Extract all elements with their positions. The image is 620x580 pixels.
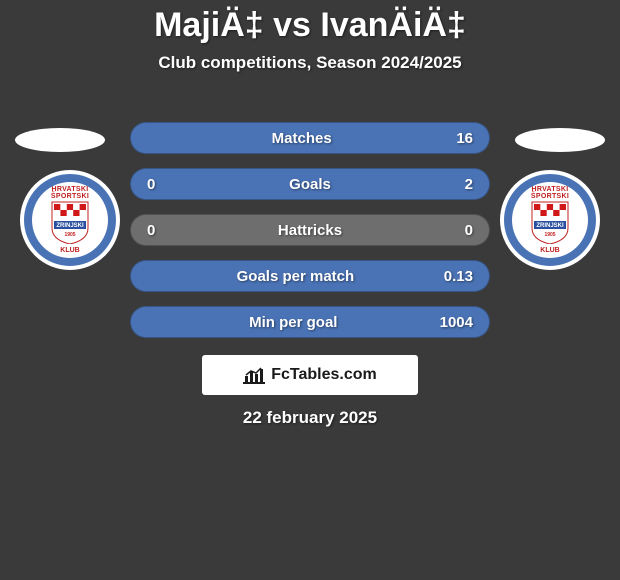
shield-icon: ZRINJSKI 1905 <box>50 200 90 244</box>
stat-row: 0 Hattricks 0 <box>130 214 490 246</box>
svg-text:ZRINJSKI: ZRINJSKI <box>56 223 84 229</box>
stat-label: Goals <box>155 176 464 193</box>
subtitle: Club competitions, Season 2024/2025 <box>0 53 620 73</box>
brand-box[interactable]: FcTables.com <box>202 355 418 395</box>
stat-right-value: 1004 <box>440 314 473 331</box>
badge-top-text: HRVATSKI ŠPORTSKI <box>512 186 588 200</box>
svg-text:1905: 1905 <box>544 232 555 238</box>
stats-panel: Matches 16 0 Goals 2 0 Hattricks 0 Goals… <box>130 122 490 352</box>
chart-icon <box>243 366 265 384</box>
badge-top-text: HRVATSKI ŠPORTSKI <box>32 186 108 200</box>
stat-row: Min per goal 1004 <box>130 306 490 338</box>
date-text: 22 february 2025 <box>0 408 620 428</box>
page-title: MajiÄ‡ vs IvanÄiÄ‡ <box>0 0 620 45</box>
badge-inner-right: HRVATSKI ŠPORTSKI ZRINJSKI 1905 KLUB <box>512 182 588 258</box>
stat-right-value: 16 <box>456 130 473 147</box>
oval-left <box>15 128 105 152</box>
brand-text: FcTables.com <box>271 366 377 384</box>
stat-right-value: 2 <box>465 176 473 193</box>
badge-bottom-text: KLUB <box>32 247 108 254</box>
stat-label: Goals per match <box>147 268 444 285</box>
stat-label: Hattricks <box>155 222 464 239</box>
badge-bottom-text: KLUB <box>512 247 588 254</box>
stat-row: Matches 16 <box>130 122 490 154</box>
stat-label: Min per goal <box>147 314 440 331</box>
svg-text:ZRINJSKI: ZRINJSKI <box>536 223 564 229</box>
stat-left-value: 0 <box>147 222 155 239</box>
stat-left-value: 0 <box>147 176 155 193</box>
oval-right <box>515 128 605 152</box>
shield-icon: ZRINJSKI 1905 <box>530 200 570 244</box>
stat-right-value: 0.13 <box>444 268 473 285</box>
badge-inner-left: HRVATSKI ŠPORTSKI ZRINJSKI 1905 KLUB <box>32 182 108 258</box>
stat-right-value: 0 <box>465 222 473 239</box>
svg-text:1905: 1905 <box>64 232 75 238</box>
stat-row: Goals per match 0.13 <box>130 260 490 292</box>
club-badge-left: HRVATSKI ŠPORTSKI ZRINJSKI 1905 KLUB <box>20 170 120 270</box>
stat-row: 0 Goals 2 <box>130 168 490 200</box>
stat-label: Matches <box>147 130 456 147</box>
club-badge-right: HRVATSKI ŠPORTSKI ZRINJSKI 1905 KLUB <box>500 170 600 270</box>
comparison-card: MajiÄ‡ vs IvanÄiÄ‡ Club competitions, Se… <box>0 0 620 580</box>
